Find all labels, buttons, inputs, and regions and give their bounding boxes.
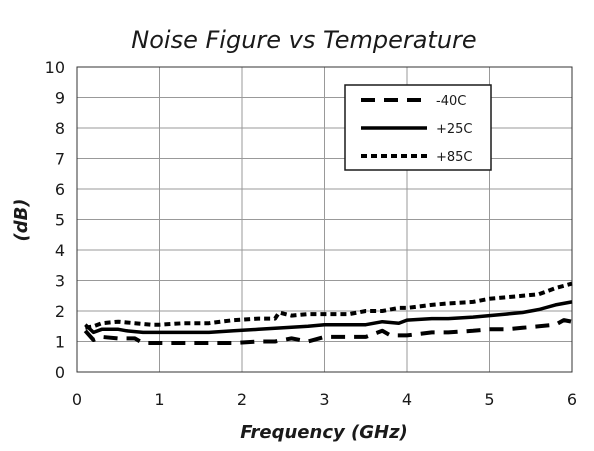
y-tick-label: 9 [55,89,65,108]
y-tick-label: 7 [55,150,65,169]
x-axis-title: Frequency (GHz) [240,422,408,443]
x-tick-label: 5 [484,390,494,409]
plot-area-border [76,66,573,373]
series-line-40c [83,318,573,345]
x-tick-label: 3 [319,390,329,409]
legend-label: +25C [436,122,473,137]
x-tick-label: 0 [72,390,82,409]
series-lines [83,281,573,345]
y-tick-label: 1 [55,333,65,352]
legend-label: -40C [436,94,466,109]
y-tick-label: 5 [55,211,65,230]
x-tick-label: 2 [237,390,247,409]
y-tick-label: 10 [45,58,65,77]
y-tick-label: 8 [55,119,65,138]
y-tick-label: 2 [55,302,65,321]
x-tick-label: 1 [154,390,164,409]
series-line-85c [84,281,573,330]
y-tick-label: 4 [55,241,65,260]
legend: -40C +25C +85C [344,84,492,171]
y-tick-label: 3 [55,272,65,291]
y-tick-label: 6 [55,180,65,199]
x-tick-label: 6 [567,390,577,409]
chart-title: Noise Figure vs Temperature [131,26,476,54]
y-axis-title: (dB) [11,198,32,241]
legend-label: +85C [436,150,473,165]
series-line-25c [84,300,573,335]
x-axis-ticks: 0 1 2 3 4 5 6 [72,390,577,409]
y-tick-label: 0 [55,363,65,382]
y-axis-ticks: 0 1 2 3 4 5 6 7 8 9 10 [45,58,65,382]
x-tick-label: 4 [402,390,412,409]
